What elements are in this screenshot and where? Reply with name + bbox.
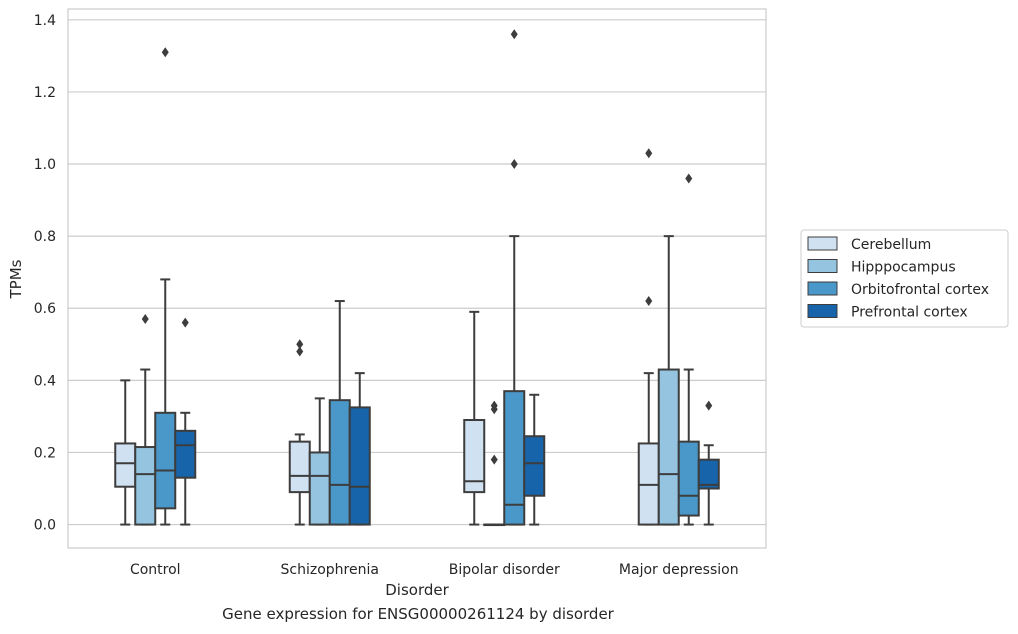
y-tick-label: 1.4 <box>34 13 56 29</box>
box-group <box>328 300 351 526</box>
legend-swatch <box>807 304 838 318</box>
outlier-point <box>296 339 304 350</box>
legend: Cerebellum Hipppocampus Orbitofrontal cort… <box>800 229 1009 328</box>
box-group <box>483 400 506 527</box>
box-group <box>134 314 157 526</box>
legend-items: Cerebellum Hipppocampus Orbitofrontal cort… <box>807 236 989 321</box>
box-body <box>288 440 311 494</box>
box-group <box>697 400 720 526</box>
box-body <box>134 446 157 526</box>
legend-label: Hipppocampus <box>851 260 956 276</box>
plot-frame <box>67 8 767 549</box>
x-tick-label: Bipolar disorder <box>449 562 560 578</box>
x-tick-label: Schizophrenia <box>281 562 379 578</box>
y-tick-label: 1.2 <box>34 85 56 101</box>
box-group <box>114 379 137 526</box>
box-group <box>637 148 660 526</box>
box-body <box>697 458 720 490</box>
legend-label: Cerebellum <box>851 237 931 253</box>
box-body <box>523 435 546 497</box>
y-axis-label: TPMs <box>7 259 25 299</box>
legend-swatch <box>807 236 838 251</box>
outlier-point <box>161 47 169 58</box>
outlier-point <box>705 400 713 411</box>
outlier-point <box>645 296 653 307</box>
box-group <box>288 339 311 526</box>
box-group <box>348 372 371 526</box>
y-tick-label: 1.0 <box>34 157 56 173</box>
legend-frame <box>800 229 1009 328</box>
outlier-point <box>490 400 498 411</box>
box-body <box>677 440 700 517</box>
y-tick-label: 0.8 <box>34 229 56 245</box>
box-body <box>348 406 371 526</box>
y-tick-label: 0.0 <box>34 518 56 534</box>
box-group <box>503 29 526 526</box>
legend-label: Prefrontal cortex <box>851 305 968 321</box>
outlier-point <box>510 29 518 40</box>
outlier-point <box>510 159 518 170</box>
box-group <box>174 317 197 526</box>
x-tick-label: Control <box>130 562 181 578</box>
x-axis-label: Disorder <box>385 581 449 599</box>
box-group <box>463 310 486 526</box>
y-tick-label: 0.4 <box>34 373 56 389</box>
y-tick-label: 0.6 <box>34 301 56 317</box>
outlier-point <box>645 148 653 159</box>
x-tick-labels: Control Schizophrenia Bipolar disorder Majo… <box>130 562 739 578</box>
outlier-point <box>685 173 693 184</box>
box-body <box>154 411 177 510</box>
box-group <box>677 173 700 526</box>
outlier-point <box>141 314 149 325</box>
box-series <box>114 29 720 527</box>
box-body <box>174 429 197 479</box>
outlier-point <box>490 454 498 465</box>
figure-caption: Gene expression for ENSG00000261124 by d… <box>222 605 614 623</box>
y-tick-label: 0.2 <box>34 445 56 461</box>
legend-swatch <box>807 281 838 296</box>
outlier-point <box>181 317 189 328</box>
legend-swatch <box>807 259 838 273</box>
legend-label: Orbitofrontal cortex <box>851 282 989 298</box>
x-tick-label: Major depression <box>619 562 739 578</box>
box-body <box>328 399 351 526</box>
box-group <box>154 47 177 526</box>
box-group <box>657 235 680 526</box>
box-group <box>523 393 546 526</box>
box-body <box>463 419 486 494</box>
y-tick-labels: 0.0 0.2 0.4 0.6 0.8 1.0 1.2 1.4 <box>34 13 56 534</box>
box-body <box>657 368 680 526</box>
box-body <box>308 451 331 526</box>
box-body <box>114 442 137 488</box>
outlier-point <box>296 346 304 357</box>
box-group <box>308 397 331 526</box>
